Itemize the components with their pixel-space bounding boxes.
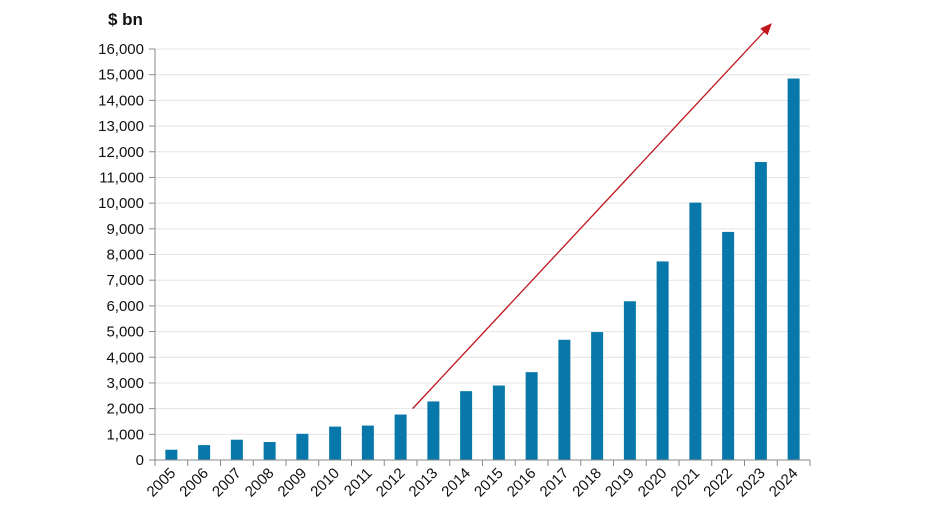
bar-2021 [689, 202, 702, 460]
y-axis-tick-label: 1,000 [106, 426, 144, 443]
x-axis-tick-label: 2019 [602, 465, 638, 501]
x-axis-tick-labels: 2005200620072008200920102011201220132014… [144, 465, 802, 501]
y-axis-tick-label: 14,000 [98, 92, 144, 109]
y-axis-tick-label: 10,000 [98, 195, 144, 212]
x-axis-tick-label: 2005 [144, 465, 180, 501]
y-axis-tick-label: 2,000 [106, 401, 144, 418]
bar-2006 [198, 445, 211, 460]
x-axis-tick-label: 2015 [471, 465, 507, 501]
x-axis-tick-label: 2022 [700, 465, 736, 501]
bar-2018 [591, 332, 604, 460]
x-axis-tick-label: 2024 [766, 465, 802, 501]
x-axis-tick-label: 2016 [504, 465, 540, 501]
x-axis-tick-label: 2009 [275, 465, 311, 501]
y-axis-tick-label: 13,000 [98, 118, 144, 135]
bar-2012 [394, 414, 407, 460]
x-axis-tick-label: 2018 [569, 465, 605, 501]
x-axis-tick-label: 2012 [373, 465, 409, 501]
x-axis-tick-label: 2020 [635, 465, 671, 501]
bar-2011 [361, 425, 374, 460]
x-axis-tick-label: 2008 [242, 465, 278, 501]
y-axis-tick-label: 11,000 [99, 169, 144, 186]
y-axis-tick-label: 9,000 [106, 221, 144, 238]
annotations [412, 23, 772, 410]
gridlines [155, 48, 810, 435]
x-axis-tick-label: 2011 [341, 465, 376, 500]
bar-2023 [754, 162, 767, 460]
y-axis-tick-label: 4,000 [106, 349, 144, 366]
x-axis-tick-label: 2013 [406, 465, 442, 501]
bar-2014 [460, 391, 473, 460]
bar-2016 [525, 372, 538, 460]
y-axis-unit-label: $ bn [108, 10, 143, 29]
y-axis-tick-label: 5,000 [106, 324, 144, 341]
bar-2005 [165, 449, 178, 460]
bar-2010 [329, 426, 342, 460]
x-axis-tick-label: 2017 [537, 465, 573, 501]
bar-2024 [787, 78, 800, 461]
y-axis-tick-label: 6,000 [106, 298, 144, 315]
bar-2015 [492, 385, 505, 460]
axes [149, 48, 811, 466]
x-axis-tick-label: 2007 [209, 465, 245, 501]
bar-2019 [623, 301, 636, 460]
y-axis-tick-label: 3,000 [106, 375, 144, 392]
bar-2020 [656, 261, 669, 460]
x-axis-tick-label: 2021 [668, 465, 704, 501]
bar-2009 [296, 433, 309, 460]
y-axis-tick-label: 12,000 [98, 144, 144, 161]
bars [165, 78, 800, 461]
x-axis-tick-label: 2014 [438, 465, 474, 501]
bar-2022 [722, 231, 735, 460]
bar-2017 [558, 339, 571, 460]
y-axis-tick-label: 16,000 [98, 41, 144, 58]
x-axis-tick-label: 2010 [307, 465, 343, 501]
y-axis-tick-labels: 0 1,000 2,000 3,000 4,000 5,000 6,000 7,000 8,00… [98, 41, 144, 469]
x-axis-tick-label: 2006 [176, 465, 212, 501]
trend-arrow [412, 23, 772, 410]
bar-2013 [427, 401, 440, 460]
y-axis-tick-label: 7,000 [106, 272, 144, 289]
y-axis-tick-label: 15,000 [98, 67, 144, 84]
bar-2008 [263, 442, 276, 460]
y-axis-tick-label: 0 [136, 452, 144, 469]
x-axis-tick-label: 2023 [733, 465, 769, 501]
y-axis-tick-label: 8,000 [106, 247, 144, 264]
bar-2007 [230, 439, 243, 460]
